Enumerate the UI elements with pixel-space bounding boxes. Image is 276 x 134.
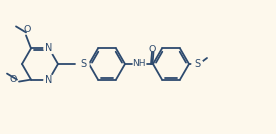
Text: O: O	[9, 75, 17, 84]
Text: N: N	[45, 43, 53, 53]
Text: N: N	[45, 75, 53, 85]
Text: O: O	[23, 25, 31, 34]
Text: S: S	[194, 59, 200, 69]
Text: O: O	[148, 44, 156, 53]
Text: S: S	[80, 59, 86, 69]
Text: NH: NH	[132, 59, 146, 68]
